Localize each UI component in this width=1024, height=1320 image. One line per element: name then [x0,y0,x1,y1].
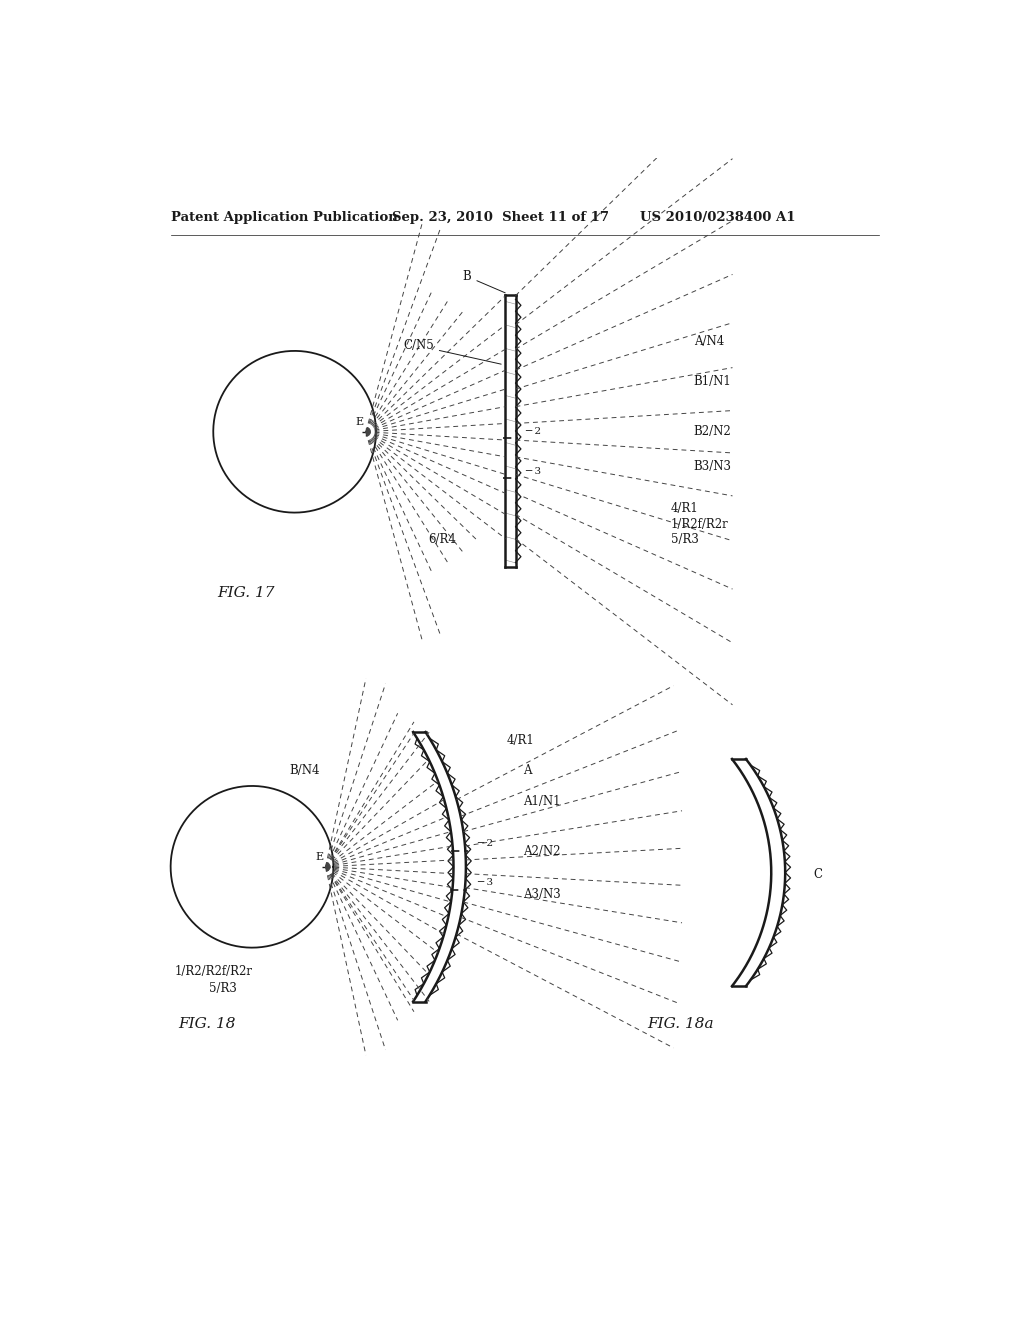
Text: FIG. 18: FIG. 18 [178,1018,236,1031]
Text: 1/R2/R2f/R2r: 1/R2/R2f/R2r [174,965,253,978]
Text: Patent Application Publication: Patent Application Publication [171,211,397,224]
Text: ─ 2: ─ 2 [524,428,541,436]
Text: E: E [355,417,364,428]
Text: 5/R3: 5/R3 [671,533,698,546]
Text: A/N4: A/N4 [693,335,724,348]
Text: 4/R1: 4/R1 [671,502,698,515]
Text: 5/R3: 5/R3 [209,982,238,994]
Text: A1/N1: A1/N1 [523,795,561,808]
Text: US 2010/0238400 A1: US 2010/0238400 A1 [640,211,795,224]
Text: B3/N3: B3/N3 [693,459,732,473]
Text: B2/N2: B2/N2 [693,425,731,438]
Text: 1/R2f/R2r: 1/R2f/R2r [671,517,728,531]
Text: ─ 2: ─ 2 [477,840,493,847]
Text: B: B [463,271,505,293]
Text: C/N5: C/N5 [403,339,501,364]
Text: A: A [523,764,531,777]
Text: Sep. 23, 2010  Sheet 11 of 17: Sep. 23, 2010 Sheet 11 of 17 [391,211,608,224]
Text: B/N4: B/N4 [289,764,319,777]
Text: 6/R4: 6/R4 [429,533,457,546]
Text: ─ 3: ─ 3 [477,878,493,887]
Text: A3/N3: A3/N3 [523,887,561,900]
Text: ─ 3: ─ 3 [524,467,541,477]
Text: A2/N2: A2/N2 [523,845,561,858]
Text: 4/R1: 4/R1 [506,734,534,747]
Text: FIG. 18a: FIG. 18a [647,1018,714,1031]
Text: B1/N1: B1/N1 [693,375,731,388]
Text: E: E [315,853,324,862]
Text: FIG. 17: FIG. 17 [217,586,274,601]
Text: C: C [814,869,823,882]
